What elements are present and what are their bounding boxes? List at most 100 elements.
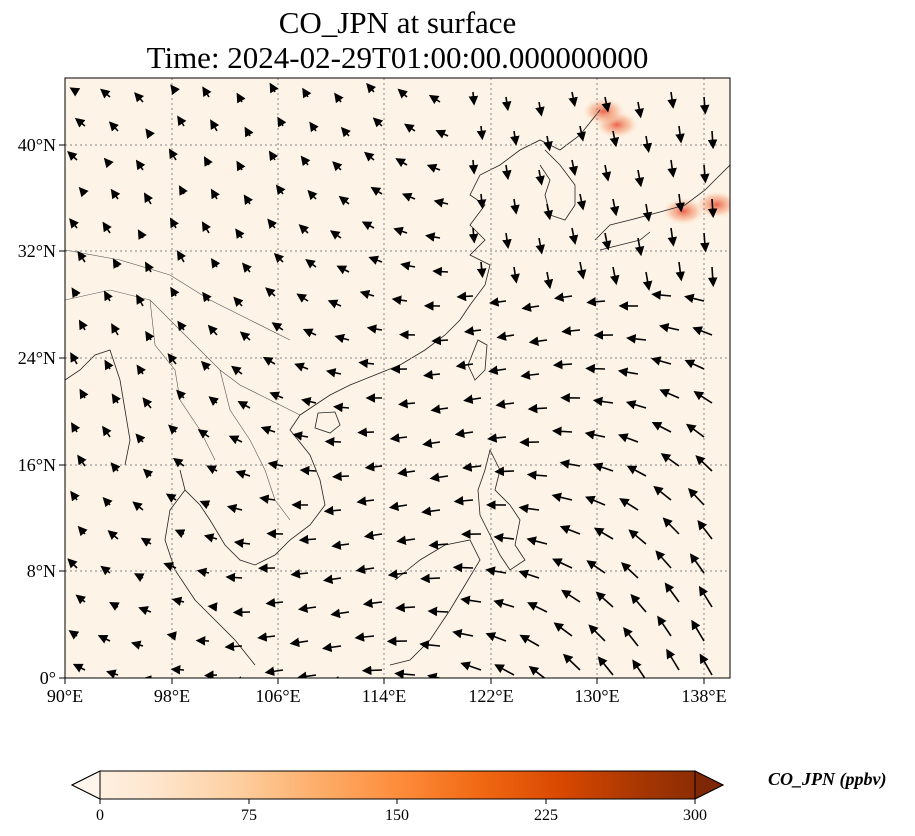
wind-arrow — [298, 224, 309, 235]
wind-arrow — [510, 130, 520, 146]
coastlines — [65, 109, 730, 666]
wind-arrow — [302, 87, 312, 99]
wind-arrow — [431, 335, 449, 346]
wind-arrow — [476, 125, 487, 141]
wind-arrow — [69, 218, 79, 229]
wind-arrow — [420, 573, 441, 584]
wind-arrow — [452, 562, 474, 573]
wind-arrow — [519, 634, 540, 647]
wind-arrow — [210, 119, 220, 132]
wind-arrow — [236, 160, 246, 172]
wind-arrow — [244, 126, 254, 138]
wind-arrow — [77, 525, 88, 537]
wind-arrow — [77, 454, 87, 467]
wind-arrow — [691, 619, 705, 642]
colorbar-tick-label: 0 — [96, 807, 104, 824]
wind-arrow — [423, 369, 441, 380]
wind-arrow — [366, 82, 377, 94]
lat-tick-label: 0° — [39, 668, 56, 688]
wind-arrow — [396, 535, 416, 546]
wind-arrow — [468, 159, 479, 175]
wind-arrow — [359, 289, 375, 300]
wind-arrow — [576, 261, 587, 280]
wind-arrow — [307, 189, 318, 201]
wind-arrow — [510, 266, 520, 284]
wind-arrow — [662, 517, 680, 535]
wind-arrow — [667, 227, 678, 247]
wind-arrow — [391, 295, 408, 305]
wind-arrow — [137, 229, 147, 240]
wind-arrow — [298, 534, 317, 545]
wind-arrow — [322, 574, 342, 584]
wind-arrow — [621, 562, 639, 579]
wind-arrow — [496, 331, 515, 341]
wind-arrow — [593, 527, 614, 540]
wind-arrow — [177, 115, 187, 127]
wind-arrow — [170, 84, 180, 95]
wind-arrow — [592, 462, 614, 472]
colorbar-body — [70, 770, 725, 800]
wind-arrow — [231, 365, 243, 376]
wind-arrow — [393, 226, 408, 236]
wind-arrow — [535, 237, 546, 255]
wind-arrow — [584, 430, 606, 440]
wind-arrow — [684, 359, 705, 370]
wind-arrow — [236, 92, 246, 104]
wind-arrow — [688, 487, 705, 506]
wind-arrow — [372, 117, 384, 128]
wind-arrow — [334, 333, 350, 344]
coastline-korea — [539, 149, 576, 221]
wind-arrow — [111, 323, 121, 336]
wind-arrow — [634, 169, 645, 188]
wind-arrow — [700, 232, 710, 253]
wind-arrow — [333, 402, 350, 413]
wind-arrow — [370, 186, 383, 196]
wind-arrow — [264, 666, 284, 677]
wind-arrow — [535, 101, 545, 117]
wind-arrow — [71, 422, 81, 433]
axis-ticks — [59, 144, 705, 684]
wind-arrow — [395, 158, 408, 168]
wind-arrow — [610, 266, 620, 286]
wind-arrow — [166, 631, 177, 641]
wind-arrow — [136, 294, 146, 307]
wind-arrow — [527, 403, 548, 414]
wind-arrow — [210, 188, 220, 200]
wind-arrow — [354, 632, 375, 642]
wind-arrow — [675, 193, 685, 213]
wind-arrow — [176, 389, 187, 400]
wind-arrow — [394, 669, 416, 678]
map-frame — [64, 77, 731, 679]
wind-arrow — [100, 88, 111, 99]
wind-arrow — [388, 501, 408, 512]
wind-arrow — [463, 326, 482, 336]
wind-arrow — [625, 400, 647, 410]
border-lines — [65, 249, 301, 521]
wind-arrow — [168, 148, 178, 161]
wind-arrow — [521, 302, 540, 312]
wind-arrow — [535, 169, 545, 186]
wind-arrow — [619, 498, 639, 511]
wind-arrow — [202, 291, 212, 303]
wind-arrow — [460, 661, 482, 671]
wind-arrow — [297, 603, 317, 613]
wind-arrow — [338, 195, 350, 206]
wind-arrow — [300, 155, 311, 167]
concentration-field — [65, 78, 730, 678]
wind-arrow — [78, 186, 89, 198]
wind-arrow — [651, 290, 672, 300]
wind-arrow — [699, 96, 710, 115]
wind-arrow — [104, 359, 114, 371]
wind-arrow — [329, 676, 340, 678]
wind-arrow — [707, 198, 718, 219]
co-hotspot — [694, 190, 730, 219]
wind-arrow — [363, 151, 375, 162]
wind-arrow — [435, 129, 449, 139]
wind-arrow — [455, 360, 474, 370]
wind-arrow — [454, 428, 474, 439]
lon-tick-label: 122°E — [468, 686, 514, 706]
wind-arrow — [102, 497, 113, 508]
wind-arrow — [145, 330, 155, 342]
wind-arrow — [294, 362, 309, 372]
wind-arrow — [456, 291, 474, 302]
